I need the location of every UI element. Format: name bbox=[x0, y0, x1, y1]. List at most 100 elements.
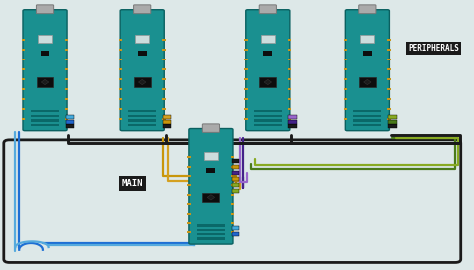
Bar bbox=[65, 118, 69, 120]
Bar bbox=[31, 115, 59, 117]
Bar bbox=[288, 88, 291, 90]
Bar bbox=[118, 108, 122, 110]
Bar bbox=[264, 51, 272, 56]
Bar bbox=[188, 213, 191, 215]
Polygon shape bbox=[138, 79, 146, 85]
FancyBboxPatch shape bbox=[36, 5, 54, 14]
Bar bbox=[231, 156, 234, 158]
Bar bbox=[162, 88, 166, 90]
Bar bbox=[65, 49, 69, 50]
Bar bbox=[353, 115, 382, 117]
Bar bbox=[65, 108, 69, 110]
Bar bbox=[288, 59, 291, 60]
Bar bbox=[387, 59, 391, 60]
Bar bbox=[202, 193, 219, 202]
Bar bbox=[344, 108, 347, 110]
Bar bbox=[387, 39, 391, 41]
Bar bbox=[231, 175, 234, 177]
Bar bbox=[344, 88, 347, 90]
Bar bbox=[22, 68, 25, 70]
FancyBboxPatch shape bbox=[246, 10, 290, 131]
Bar bbox=[188, 175, 191, 177]
Bar bbox=[22, 78, 25, 80]
Bar bbox=[388, 124, 396, 128]
Bar bbox=[231, 171, 239, 175]
FancyBboxPatch shape bbox=[359, 5, 376, 14]
Bar bbox=[387, 78, 391, 80]
Bar bbox=[163, 124, 172, 128]
Bar bbox=[344, 98, 347, 100]
Bar bbox=[207, 168, 215, 173]
Bar bbox=[231, 194, 234, 196]
Bar bbox=[344, 68, 347, 70]
Bar bbox=[231, 222, 234, 224]
Bar bbox=[163, 120, 172, 124]
Bar bbox=[22, 108, 25, 110]
Bar bbox=[31, 110, 59, 113]
Bar bbox=[135, 35, 149, 43]
Bar bbox=[344, 78, 347, 80]
Bar bbox=[162, 108, 166, 110]
Bar bbox=[245, 68, 247, 70]
Bar bbox=[254, 115, 282, 117]
Bar bbox=[118, 78, 122, 80]
Bar bbox=[65, 120, 74, 124]
Bar bbox=[360, 35, 374, 43]
Bar bbox=[118, 49, 122, 50]
Bar bbox=[162, 78, 166, 80]
Bar bbox=[288, 68, 291, 70]
Bar bbox=[197, 229, 225, 231]
Bar bbox=[288, 115, 297, 119]
Polygon shape bbox=[41, 79, 49, 85]
Bar bbox=[188, 194, 191, 196]
Bar bbox=[231, 189, 239, 193]
Bar bbox=[128, 115, 156, 117]
Bar bbox=[231, 213, 234, 215]
Bar bbox=[162, 98, 166, 100]
Bar bbox=[387, 98, 391, 100]
Bar bbox=[65, 88, 69, 90]
Bar bbox=[162, 49, 166, 50]
Bar bbox=[245, 78, 247, 80]
FancyBboxPatch shape bbox=[134, 5, 151, 14]
Bar bbox=[231, 177, 239, 181]
Bar bbox=[387, 49, 391, 50]
Bar bbox=[163, 115, 172, 119]
Bar bbox=[245, 49, 247, 50]
Bar bbox=[231, 165, 239, 169]
Bar bbox=[65, 59, 69, 60]
Bar bbox=[188, 156, 191, 158]
Bar bbox=[38, 35, 52, 43]
Bar bbox=[245, 59, 247, 60]
Bar bbox=[65, 98, 69, 100]
Bar bbox=[231, 203, 234, 205]
Bar bbox=[288, 78, 291, 80]
Bar bbox=[118, 59, 122, 60]
Bar bbox=[288, 120, 297, 124]
Bar bbox=[162, 68, 166, 70]
Bar bbox=[344, 49, 347, 50]
Bar bbox=[162, 59, 166, 60]
Bar bbox=[288, 118, 291, 120]
Polygon shape bbox=[364, 79, 371, 85]
Bar bbox=[22, 88, 25, 90]
Bar bbox=[344, 39, 347, 41]
Bar bbox=[288, 98, 291, 100]
Bar bbox=[118, 39, 122, 41]
FancyBboxPatch shape bbox=[120, 10, 164, 131]
Bar bbox=[288, 108, 291, 110]
Bar bbox=[245, 118, 247, 120]
Bar bbox=[245, 108, 247, 110]
Bar bbox=[261, 35, 275, 43]
Bar bbox=[231, 226, 239, 230]
Bar bbox=[254, 124, 282, 126]
Bar bbox=[138, 51, 146, 56]
Bar bbox=[65, 39, 69, 41]
Bar bbox=[22, 39, 25, 41]
Bar bbox=[22, 98, 25, 100]
Bar bbox=[118, 98, 122, 100]
Polygon shape bbox=[207, 195, 215, 200]
FancyBboxPatch shape bbox=[259, 5, 276, 14]
Bar bbox=[254, 110, 282, 113]
Bar bbox=[188, 231, 191, 233]
